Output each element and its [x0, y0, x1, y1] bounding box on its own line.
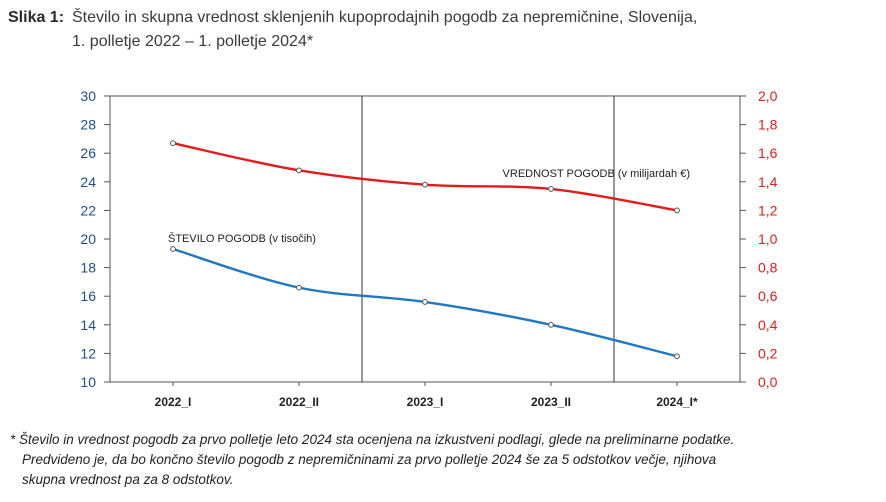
- x-tick-label: 2024_I*: [656, 395, 698, 409]
- x-tick-label: 2023_II: [531, 395, 571, 409]
- x-tick-label: 2022_I: [155, 395, 192, 409]
- x-tick-label: 2023_I: [407, 395, 444, 409]
- data-point: [170, 140, 176, 147]
- data-point: [170, 246, 176, 252]
- plot-area: [109, 95, 741, 383]
- right-axis: 0,0 0,2 0,4 0,6 0,8 1,0 1,2 1,4 1,6 1,8 2,0: [740, 88, 778, 390]
- x-tick-label: 2022_II: [279, 395, 319, 409]
- series-group: [170, 140, 680, 360]
- x-axis: 2022_I 2022_II 2023_I 2023_II 2024_I*: [155, 382, 698, 409]
- title-line-2: 1. polletje 2022 – 1. polletje 2024*: [72, 33, 314, 50]
- left-tick-label: 22: [80, 202, 96, 218]
- right-tick-label: 1,8: [758, 117, 778, 133]
- left-tick-label: 16: [80, 288, 96, 304]
- right-tick-label: 0,0: [758, 374, 778, 390]
- data-point: [422, 299, 428, 305]
- right-tick-label: 0,6: [758, 288, 778, 304]
- right-tick-label: 1,4: [758, 174, 778, 190]
- left-tick-label: 20: [80, 231, 96, 247]
- footnote-line-2: Predvideno je, da bo končno število pogo…: [22, 452, 717, 467]
- right-tick-label: 1,0: [758, 231, 778, 247]
- left-tick-label: 10: [80, 374, 96, 390]
- footnote-line-3: skupna vrednost pa za 8 odstotkov.: [22, 472, 234, 487]
- chart: 10 12 14 16 18 20 22 24 26 28 30 0,0 0,2 0,4 0,6 0,8 1,…: [80, 88, 778, 409]
- vertical-separators: [361, 96, 615, 382]
- series-label-count: ŠTEVILO POGODB (v tisočih): [168, 232, 316, 245]
- left-tick-label: 28: [80, 117, 96, 133]
- left-tick-label: 26: [80, 145, 96, 161]
- left-tick-label: 18: [80, 260, 96, 276]
- data-point: [548, 186, 554, 192]
- right-tick-label: 0,2: [758, 345, 778, 361]
- left-tick-label: 24: [80, 174, 96, 190]
- left-tick-label: 12: [80, 345, 96, 361]
- data-point: [674, 207, 680, 214]
- right-tick-label: 1,2: [758, 202, 778, 218]
- footnote: * Število in vrednost pogodb za prvo pol…: [10, 430, 880, 490]
- right-tick-label: 1,6: [758, 145, 778, 161]
- data-point: [674, 353, 680, 360]
- right-tick-label: 0,8: [758, 260, 778, 276]
- left-tick-label: 14: [80, 317, 96, 333]
- figure-label: Slika 1:: [8, 9, 65, 26]
- right-tick-label: 2,0: [758, 88, 778, 104]
- right-tick-label: 0,4: [758, 317, 778, 333]
- left-tick-label: 30: [80, 88, 96, 104]
- data-point: [422, 181, 428, 188]
- title-line-1: Število in skupna vrednost sklenjenih ku…: [72, 9, 698, 26]
- left-axis: 10 12 14 16 18 20 22 24 26 28 30: [80, 88, 110, 390]
- series-label-value: VREDNOST POGODB (v milijardah €): [503, 168, 690, 180]
- data-point: [296, 167, 302, 174]
- footnote-line-1: * Število in vrednost pogodb za prvo pol…: [10, 432, 735, 447]
- data-point: [548, 321, 554, 328]
- data-point: [296, 284, 302, 291]
